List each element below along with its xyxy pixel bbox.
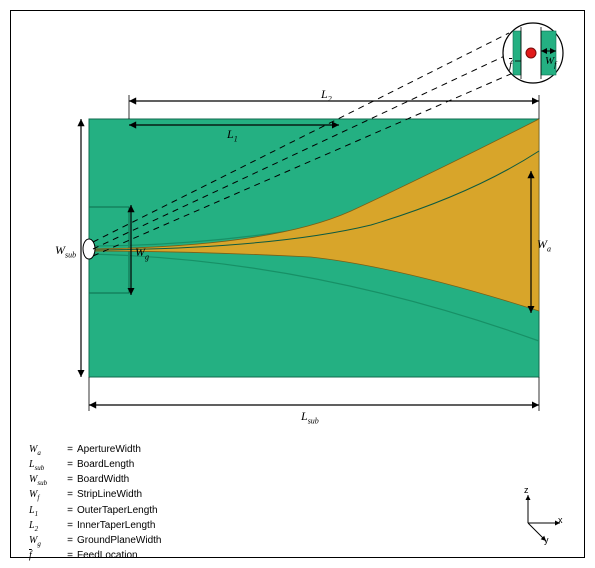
figure-frame: L2 L1 Wsub Wg Wa Lsub Wf f Wa = Aperture… [10,10,585,558]
legend-row: Wsub = BoardWidth [29,473,162,488]
legend-row: f = FeedLocation [29,549,162,564]
label-l2: L2 [321,87,332,103]
label-wa: Wa [537,237,551,253]
diagram-svg [11,11,586,431]
label-wg: Wg [135,245,149,261]
legend-row: Wf = StripLineWidth [29,488,162,503]
legend-row: L2 = InnerTaperLength [29,519,162,534]
label-wsub: Wsub [55,243,76,259]
axis-y-label: y [544,535,549,545]
label-f-inset: f [509,59,512,71]
label-l1: L1 [227,127,238,143]
axis-z-label: z [524,485,529,495]
coord-axes: x y z [508,489,568,549]
legend-row: Wa = ApertureWidth [29,443,162,458]
diagram-area: L2 L1 Wsub Wg Wa Lsub Wf f [11,11,586,431]
legend: Wa = ApertureWidth Lsub = BoardLength Ws… [29,443,162,563]
legend-row: Lsub = BoardLength [29,458,162,473]
label-lsub: Lsub [301,409,319,425]
inset-strip-left [513,31,521,75]
axis-x-label: x [558,515,563,525]
legend-row: L1 = OuterTaperLength [29,504,162,519]
label-wf: Wf [545,55,556,69]
inset-feed-dot [526,48,536,58]
legend-row: Wg = GroundPlaneWidth [29,534,162,549]
